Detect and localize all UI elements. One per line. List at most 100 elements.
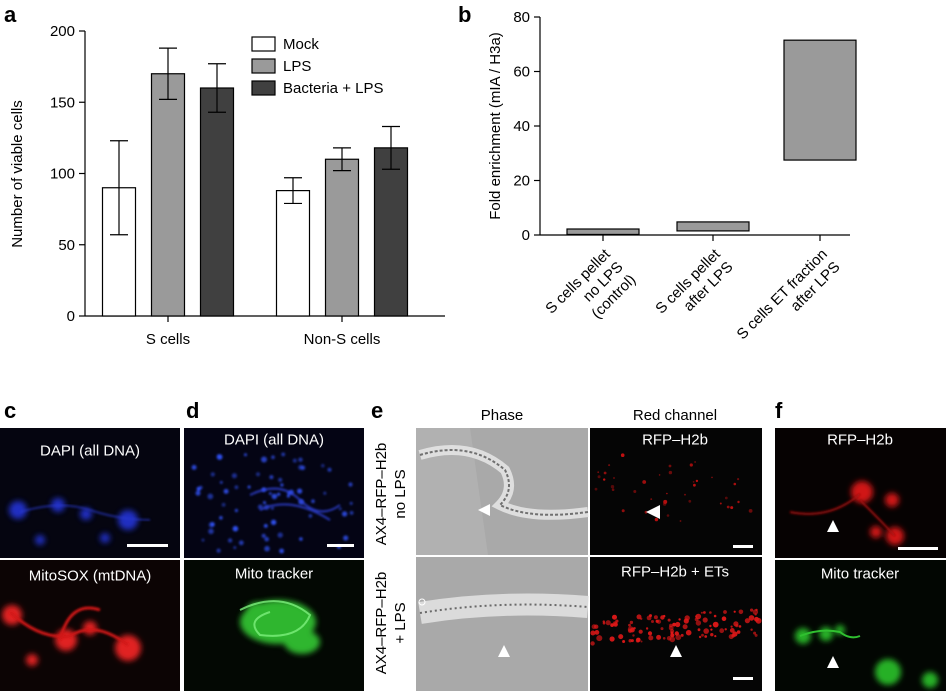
rfp-dot xyxy=(640,640,643,643)
micrograph-d-top-label: DAPI (all DNA) xyxy=(224,431,324,448)
nucleus-dot xyxy=(349,511,354,515)
chart-b-category-label: S cells pelletafter LPS xyxy=(652,245,737,330)
nucleus-dot xyxy=(343,535,349,541)
nucleus-dot xyxy=(238,540,244,546)
rfp-dot xyxy=(753,631,757,635)
micrograph-f-top: RFP–H2b xyxy=(775,428,946,558)
chart-b: Fold enrichment (mIA / H3a) 0 20 40 60 80 S c… xyxy=(487,9,857,356)
rfp-dot xyxy=(754,633,758,637)
chart-a-ytick-label: 150 xyxy=(50,94,75,111)
panel-letter-c: c xyxy=(4,398,16,423)
rfp-dot xyxy=(590,641,595,646)
rfp-dot xyxy=(621,509,625,513)
rfp-dot xyxy=(667,618,671,622)
rfp-dot xyxy=(695,615,698,618)
nucleus-dot xyxy=(223,488,229,494)
nucleus-dot xyxy=(264,545,270,552)
chart-a-ytick-label: 200 xyxy=(50,23,75,40)
rfp-dot xyxy=(642,480,647,484)
rfp-dot xyxy=(729,628,735,633)
rfp-dot xyxy=(670,629,675,634)
rfp-dot xyxy=(611,488,615,492)
rfp-dot xyxy=(590,630,596,636)
rfp-dot xyxy=(591,624,597,630)
rfp-dot xyxy=(726,505,730,509)
nucleus-dot xyxy=(256,472,260,477)
panel-letter-d: d xyxy=(186,398,199,423)
nucleus-dot xyxy=(269,475,274,480)
rfp-dot xyxy=(596,635,603,642)
nucleus-dot xyxy=(210,522,215,527)
rfp-dot xyxy=(650,498,653,500)
nucleus-dot xyxy=(297,488,303,494)
rfp-dot xyxy=(612,621,618,626)
nucleus-dot xyxy=(323,491,327,495)
arrowhead xyxy=(646,505,660,519)
legend-swatch xyxy=(251,58,276,74)
rfp-dot xyxy=(594,630,600,635)
rfp-dot xyxy=(636,614,642,620)
rfp-dot xyxy=(737,500,740,504)
nucleus-dot xyxy=(271,493,278,500)
nucleus-dot xyxy=(201,538,205,542)
panel-letter-e: e xyxy=(371,398,383,423)
rfp-dot xyxy=(712,621,719,628)
nucleus-dot xyxy=(278,477,283,482)
rfp-dot xyxy=(689,463,693,467)
micrograph-e-phase-top xyxy=(416,428,589,555)
rfp-dot xyxy=(721,616,727,621)
chart-b-ytick-label: 40 xyxy=(513,118,530,135)
nucleus-dot xyxy=(247,485,251,489)
rfp-dot xyxy=(610,485,615,489)
chart-a-category-label: S cells xyxy=(146,331,190,348)
chart-b-ytick-label: 80 xyxy=(513,9,530,26)
micrograph-e-red-top-label: RFP–H2b xyxy=(642,431,708,448)
nucleus-dot xyxy=(227,538,233,543)
row-title-2-line2: + LPS xyxy=(392,602,409,643)
chart-b-bar xyxy=(566,228,640,236)
legend-label: LPS xyxy=(283,58,311,75)
rfp-dot xyxy=(605,620,611,626)
rfp-dot xyxy=(656,634,662,640)
row-title-2-line1: AX4–RFP–H2b xyxy=(373,572,390,675)
rfp-dot xyxy=(647,631,653,636)
rfp-dot xyxy=(627,626,634,633)
rfp-dot xyxy=(701,633,704,637)
rfp-dot xyxy=(666,514,670,517)
rfp-dot xyxy=(754,613,757,616)
rfp-dot xyxy=(684,493,686,496)
nucleus-dot xyxy=(264,536,270,542)
nucleus-dot xyxy=(216,548,221,553)
panel-letter-f: f xyxy=(775,398,783,423)
rfp-dot xyxy=(649,614,652,618)
chart-a-ytick-label: 50 xyxy=(58,237,75,254)
rfp-dot xyxy=(695,620,702,626)
rfp-dot xyxy=(730,506,734,510)
nucleus-dot xyxy=(263,501,266,505)
chart-b-category-label: S cells ET fractionafter LPS xyxy=(734,246,844,356)
chart-a-bar xyxy=(373,147,409,317)
micrograph-d-bottom-label: Mito tracker xyxy=(235,565,313,582)
nucleus-dot xyxy=(207,493,214,500)
rfp-dot xyxy=(663,499,668,504)
rfp-dot xyxy=(602,621,606,625)
rfp-dot xyxy=(629,620,634,625)
rfp-dot xyxy=(737,478,740,481)
panel-letter-a: a xyxy=(4,2,17,27)
rfp-dot xyxy=(651,620,654,623)
micrograph-e-red-top: RFP–H2b xyxy=(590,428,762,555)
chart-a-ytick-label: 0 xyxy=(67,308,75,325)
nucleus-dot xyxy=(221,502,226,507)
rfp-dot xyxy=(709,611,712,614)
micrograph-d-top: DAPI (all DNA) xyxy=(184,428,364,558)
rfp-dot xyxy=(680,633,684,637)
rfp-dot xyxy=(597,475,601,479)
micrograph-f-bottom: Mito tracker xyxy=(775,560,946,691)
rfp-dot xyxy=(732,631,738,637)
nucleus-dot xyxy=(219,516,223,520)
nucleus-dot xyxy=(299,537,303,541)
rfp-dot xyxy=(710,633,714,637)
legend-swatch xyxy=(251,80,276,96)
rfp-dot xyxy=(755,617,762,624)
rfp-dot xyxy=(645,627,649,630)
